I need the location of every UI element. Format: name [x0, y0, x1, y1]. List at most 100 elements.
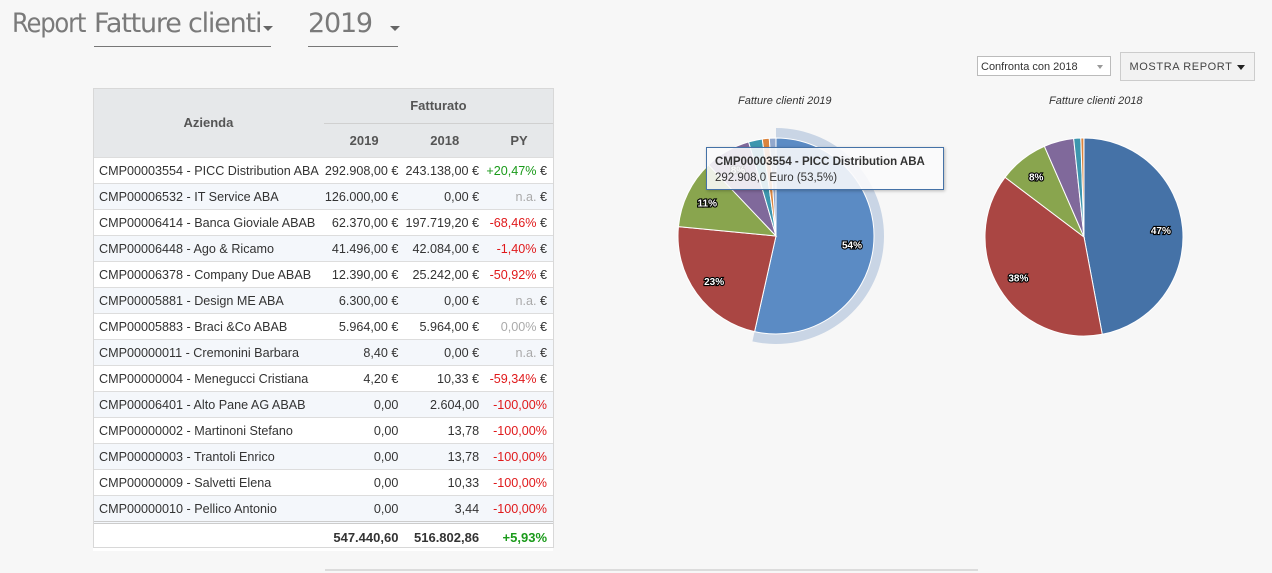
totals-row: 547.440,60 516.802,86 +5,93% [93, 521, 553, 551]
value-2018-cell: 5.964,00 € [404, 313, 486, 340]
py-cell: -1,40% € [485, 235, 553, 262]
py-cell: 0,00% € [485, 313, 553, 340]
pie-slice[interactable] [1083, 137, 1184, 335]
company-cell: CMP00006532 - IT Service ABA [93, 183, 324, 210]
column-header-py[interactable]: PY [485, 123, 553, 158]
table-row[interactable]: CMP00003554 - PICC Distribution ABA 292.9… [93, 157, 553, 184]
tooltip-value: 292.908,0 Euro (53,5%) [715, 172, 838, 184]
py-value: -1,40% [496, 241, 537, 256]
company-cell: CMP00006414 - Banca Gioviale ABAB [93, 209, 324, 236]
py-currency: € [536, 293, 547, 308]
value-2019-cell: 41.496,00 € [323, 235, 405, 262]
table-row[interactable]: CMP00000003 - Trantoli Enrico 0,00 13,78 -1… [93, 443, 553, 470]
show-report-button[interactable]: MOSTRA REPORT [1120, 52, 1255, 81]
slice-data-label: 11% [698, 199, 718, 210]
column-header-2019[interactable]: 2019 [323, 123, 405, 158]
value-2019-cell: 0,00 [323, 469, 405, 496]
pie-slice[interactable] [984, 176, 1103, 337]
compare-year-select[interactable]: Confronta con 2018 [977, 56, 1111, 76]
value-2019-cell: 0,00 [323, 443, 405, 470]
py-cell: -68,46% € [485, 209, 553, 236]
compare-year-value: Confronta con 2018 [981, 61, 1078, 73]
value-2019-cell: 12.390,00 € [323, 261, 405, 288]
company-cell: CMP00000003 - Trantoli Enrico [93, 443, 324, 470]
value-2019-cell: 6.300,00 € [323, 287, 405, 314]
table-row[interactable]: CMP00000009 - Salvetti Elena 0,00 10,33 -10… [93, 469, 553, 496]
title-prefix: Report [12, 8, 86, 39]
company-cell: CMP00000011 - Cremonini Barbara [93, 339, 324, 366]
table-row[interactable]: CMP00005883 - Braci &Co ABAB 5.964,00 €5.… [93, 313, 553, 340]
py-currency: € [536, 267, 547, 282]
py-currency: € [536, 189, 547, 204]
table-row[interactable]: CMP00000010 - Pellico Antonio 0,00 3,44 -10… [93, 495, 553, 523]
table-row[interactable]: CMP00006378 - Company Due ABAB 12.390,00 … [93, 261, 553, 288]
py-value: -100,00% [493, 423, 547, 438]
table-row[interactable]: CMP00005881 - Design ME ABA 6.300,00 €0,0… [93, 287, 553, 314]
company-cell: CMP00000010 - Pellico Antonio [93, 495, 324, 523]
value-2019-cell: 0,00 [323, 391, 405, 418]
value-2018-cell: 13,78 [404, 417, 486, 444]
py-value: -68,46% [489, 215, 537, 230]
table-row[interactable]: CMP00006532 - IT Service ABA 126.000,00 €… [93, 183, 553, 210]
py-cell: n.a. € [485, 287, 553, 314]
page-title: Report [12, 8, 86, 39]
company-cell: CMP00005881 - Design ME ABA [93, 287, 324, 314]
py-currency: € [536, 163, 547, 178]
value-2019-cell: 8,40 € [323, 339, 405, 366]
tooltip-title: CMP00003554 - PICC Distribution ABA [715, 156, 925, 168]
company-cell: CMP00000002 - Martinoni Stefano [93, 417, 324, 444]
show-report-label: MOSTRA REPORT [1129, 61, 1233, 73]
report-type-select[interactable]: Fatture clienti [94, 8, 273, 47]
slice-data-label: 23% [704, 277, 724, 288]
value-2018-cell: 0,00 € [404, 287, 486, 314]
py-cell: -50,92% € [485, 261, 553, 288]
company-cell: CMP00000009 - Salvetti Elena [93, 469, 324, 496]
py-cell: -100,00% [485, 495, 553, 523]
chart-title-2019: Fatture clienti 2019 [738, 95, 832, 107]
py-currency: € [536, 319, 547, 334]
table-row[interactable]: CMP00006414 - Banca Gioviale ABAB 62.370,… [93, 209, 553, 236]
value-2018-cell: 42.084,00 € [404, 235, 486, 262]
py-currency: € [536, 241, 547, 256]
value-2018-cell: 10,33 [404, 469, 486, 496]
pie-slice[interactable] [677, 226, 777, 333]
year-select[interactable]: 2019 [308, 8, 400, 47]
py-cell: +20,47% € [485, 157, 553, 184]
py-value: -50,92% [489, 267, 537, 282]
year-value: 2019 [308, 8, 373, 39]
value-2018-cell: 3,44 [404, 495, 486, 523]
company-cell: CMP00000004 - Menegucci Cristiana [93, 365, 324, 392]
company-cell: CMP00006401 - Alto Pane AG ABAB [93, 391, 324, 418]
table-row[interactable]: CMP00000011 - Cremonini Barbara 8,40 €0,0… [93, 339, 553, 366]
table-row[interactable]: CMP00000002 - Martinoni Stefano 0,00 13,78… [93, 417, 553, 444]
py-value: +20,47% [486, 163, 537, 178]
slice-data-label: 38% [1008, 274, 1028, 285]
company-cell: CMP00005883 - Braci &Co ABAB [93, 313, 324, 340]
value-2019-cell: 0,00 [323, 495, 405, 523]
py-value: -100,00% [493, 501, 547, 516]
py-cell: -100,00% [485, 391, 553, 418]
value-2019-cell: 5.964,00 € [323, 313, 405, 340]
total-2018: 516.802,86 [404, 521, 486, 551]
slice-data-label: 54% [842, 240, 862, 251]
value-2018-cell: 13,78 [404, 443, 486, 470]
column-header-company[interactable]: Azienda [93, 88, 324, 158]
table-row[interactable]: CMP00000004 - Menegucci Cristiana 4,20 €1… [93, 365, 553, 392]
value-2019-cell: 4,20 € [323, 365, 405, 392]
caret-down-icon [1237, 64, 1246, 70]
column-group-revenue: Fatturato [323, 88, 553, 124]
table-row[interactable]: CMP00006448 - Ago & Ricamo 41.496,00 €42.… [93, 235, 553, 262]
value-2019-cell: 62.370,00 € [323, 209, 405, 236]
value-2019-cell: 0,00 [323, 417, 405, 444]
bottom-divider [325, 569, 978, 571]
py-value: -100,00% [493, 397, 547, 412]
column-header-2018[interactable]: 2018 [404, 123, 486, 158]
py-cell: -100,00% [485, 417, 553, 444]
table-row[interactable]: CMP00006401 - Alto Pane AG ABAB 0,00 2.604… [93, 391, 553, 418]
py-cell: n.a. € [485, 183, 553, 210]
py-cell: -100,00% [485, 469, 553, 496]
chevron-down-icon [1097, 65, 1103, 69]
chevron-down-icon [263, 26, 273, 31]
report-table: Azienda Fatturato 2019 2018 PY CMP000035… [93, 88, 553, 551]
totals-label [93, 521, 324, 551]
